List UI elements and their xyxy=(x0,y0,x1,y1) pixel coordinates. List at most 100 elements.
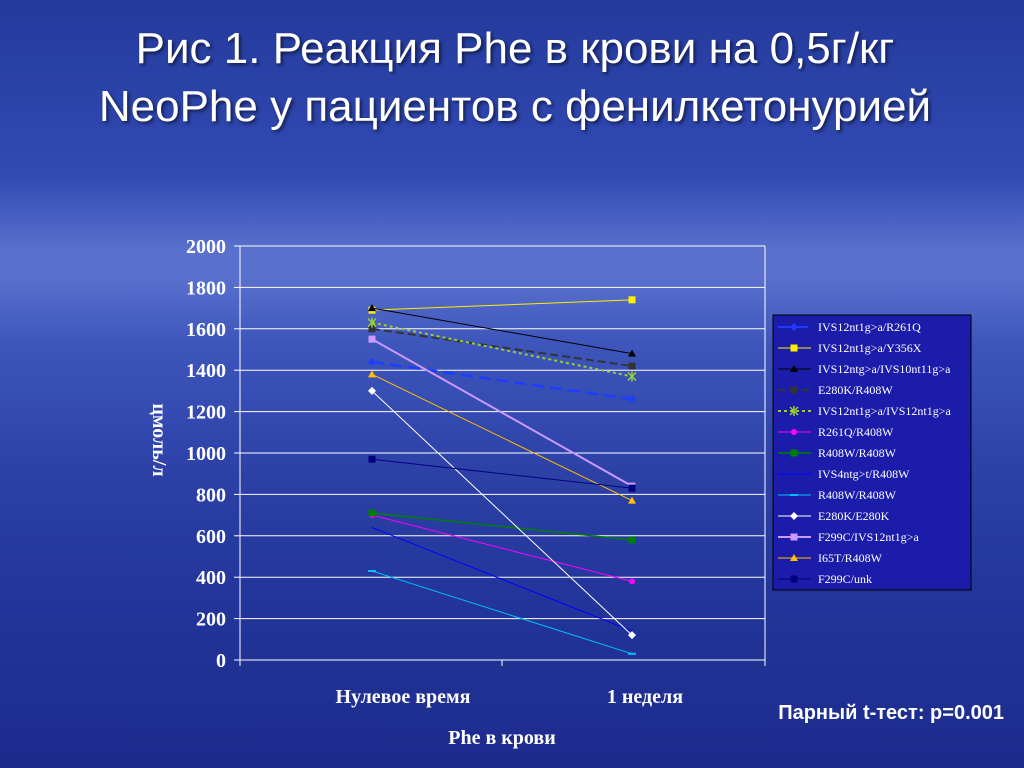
marker-shape xyxy=(790,323,798,331)
marker-shape xyxy=(628,349,636,357)
marker-shape xyxy=(790,386,798,394)
series-13 xyxy=(368,455,636,492)
series-8 xyxy=(371,527,633,632)
legend-label: IVS12nt1g>a/IVS12nt1g>a xyxy=(818,404,952,418)
data-point xyxy=(628,496,636,504)
marker-shape xyxy=(790,533,798,541)
legend-swatch-marker xyxy=(790,344,798,352)
series-9 xyxy=(368,569,636,655)
marker-shape xyxy=(368,304,376,312)
series-line xyxy=(371,360,633,401)
marker-shape xyxy=(790,344,798,352)
legend-label: R408W/R408W xyxy=(818,446,897,460)
slide-title: Рис 1. Реакция Phe в крови на 0,5г/кг Ne… xyxy=(98,24,932,131)
legend-label: IVS12nt1g>a/Y356X xyxy=(818,341,922,355)
marker-shape xyxy=(368,455,376,463)
legend-swatch-marker xyxy=(790,554,798,561)
series-line xyxy=(371,373,633,502)
series-6 xyxy=(369,512,635,585)
series-line xyxy=(371,338,633,487)
data-point xyxy=(368,335,376,343)
plot-area: 0 200 400 600 800 1000 1200 1400 1600 1800 2000 Нул… xyxy=(186,236,766,708)
marker-shape xyxy=(368,386,376,395)
legend-item: IVS4ntg>t/R408W xyxy=(778,467,910,481)
series-line xyxy=(371,512,633,541)
series-line xyxy=(371,327,633,368)
marker-shape xyxy=(791,429,797,435)
legend-item: F299C/IVS12nt1g>a xyxy=(778,530,919,544)
marker-shape xyxy=(368,357,376,366)
data-point xyxy=(628,631,636,640)
legend-label: F299C/unk xyxy=(818,572,872,586)
legend-item: R408W/R408W xyxy=(778,488,897,502)
series-line xyxy=(371,390,633,636)
legend-label: IVS4ntg>t/R408W xyxy=(818,467,910,481)
series-4 xyxy=(368,325,636,370)
legend-item: F299C/unk xyxy=(778,572,872,586)
data-point xyxy=(368,357,376,366)
data-point xyxy=(629,578,635,585)
marker-shape xyxy=(628,395,636,404)
legend-label: I65T/R408W xyxy=(818,551,883,565)
marker-shape xyxy=(368,509,376,517)
legend-swatch-marker xyxy=(790,323,798,331)
paired-t-test-note: Парный t-тест: p=0.001 xyxy=(778,702,1004,724)
marker-shape xyxy=(628,296,636,304)
legend-swatch-marker xyxy=(790,449,798,457)
marker-shape xyxy=(628,362,636,370)
x-category-label: 1 неделя xyxy=(607,686,683,708)
y-tick-label: 200 xyxy=(196,609,226,631)
legend-item: IVS12nt1g>a/Y356X xyxy=(778,341,922,355)
data-point xyxy=(628,484,636,492)
y-tick-label: 2000 xyxy=(186,236,226,258)
y-tick-label: 1200 xyxy=(186,402,226,424)
series-1 xyxy=(368,357,636,404)
data-point xyxy=(628,362,636,370)
legend-item: IVS12ntg>a/IVS10nt11g>a xyxy=(778,362,951,376)
data-point xyxy=(628,536,636,544)
data-point xyxy=(627,371,637,382)
legend-label: R261Q/R408W xyxy=(818,425,894,439)
legend: IVS12nt1g>a/R261Q IVS12nt1g>a/Y356X IVS12n… xyxy=(772,314,972,591)
legend-swatch-marker xyxy=(790,365,798,372)
legend-item: IVS12nt1g>a/R261Q xyxy=(778,320,921,334)
legend-item: R408W/R408W xyxy=(778,446,897,460)
series-line xyxy=(371,307,633,355)
legend-label: F299C/IVS12nt1g>a xyxy=(818,530,919,544)
marker-shape xyxy=(790,449,798,457)
marker-shape xyxy=(790,575,798,583)
y-tick-label: 1600 xyxy=(186,319,226,341)
data-point xyxy=(367,317,377,328)
legend-swatch-marker xyxy=(790,512,798,520)
data-point xyxy=(368,304,376,312)
legend-item: I65T/R408W xyxy=(778,551,883,565)
data-point xyxy=(628,296,636,304)
legend-swatch-marker xyxy=(790,386,798,394)
legend-swatch-marker xyxy=(791,429,797,435)
y-tick-label: 0 xyxy=(216,650,226,672)
marker-shape xyxy=(628,631,636,640)
series-7 xyxy=(368,509,636,544)
x-axis-label: Phe в крови xyxy=(448,727,556,749)
series-line xyxy=(371,527,633,632)
y-tick-label: 800 xyxy=(196,484,226,506)
series-2 xyxy=(368,296,636,314)
marker-shape xyxy=(368,370,376,378)
legend-item: IVS12nt1g>a/IVS12nt1g>a xyxy=(778,404,952,418)
data-point xyxy=(368,370,376,378)
series-11 xyxy=(368,335,636,490)
series-3 xyxy=(368,304,636,357)
legend-label: E280K/E280K xyxy=(818,509,890,523)
marker-shape xyxy=(628,484,636,492)
series-5 xyxy=(367,317,637,382)
legend-item: R261Q/R408W xyxy=(778,425,894,439)
data-point xyxy=(628,349,636,357)
y-tick-label: 1000 xyxy=(186,443,226,465)
legend-label: E280K/R408W xyxy=(818,383,893,397)
legend-swatch-marker xyxy=(789,406,799,416)
y-tick-label: 600 xyxy=(196,526,226,548)
legend-label: IVS12nt1g>a/R261Q xyxy=(818,320,921,334)
data-point xyxy=(628,395,636,404)
marker-shape xyxy=(368,325,376,333)
